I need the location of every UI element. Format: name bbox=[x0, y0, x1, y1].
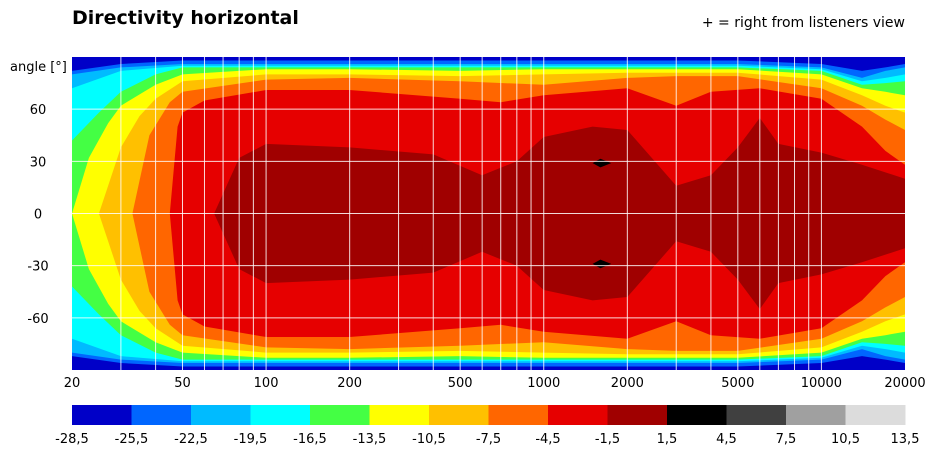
colorbar-swatch bbox=[429, 405, 489, 425]
x-tick-label: 100 bbox=[254, 376, 279, 391]
colorbar-swatch bbox=[310, 405, 370, 425]
colorbar-swatch bbox=[726, 405, 787, 425]
y-tick-label: -30 bbox=[27, 260, 48, 275]
x-tick-label: 10000 bbox=[801, 376, 842, 391]
colorbar-swatch bbox=[607, 405, 668, 425]
colorbar-swatch bbox=[191, 405, 251, 425]
colorbar-swatch bbox=[72, 405, 132, 425]
colorbar-label: -22,5 bbox=[174, 432, 208, 447]
x-tick-label: 50 bbox=[174, 376, 191, 391]
colorbar-label: 4,5 bbox=[716, 432, 737, 447]
colorbar-swatch bbox=[369, 405, 430, 425]
colorbar-label: 13,5 bbox=[891, 432, 920, 447]
colorbar-label: -10,5 bbox=[412, 432, 446, 447]
colorbar-label: -1,5 bbox=[595, 432, 620, 447]
colorbar-label: -13,5 bbox=[353, 432, 387, 447]
x-tick-label: 5000 bbox=[721, 376, 754, 391]
x-tick-label: 1000 bbox=[527, 376, 560, 391]
colorbar-label: -25,5 bbox=[115, 432, 149, 447]
y-tick-label: 60 bbox=[30, 103, 47, 118]
orientation-note: + = right from listeners view bbox=[701, 15, 905, 31]
colorbar-label: -16,5 bbox=[293, 432, 327, 447]
colorbar-swatch bbox=[845, 405, 906, 425]
chart-title: Directivity horizontal bbox=[72, 7, 299, 29]
x-tick-label: 20 bbox=[64, 376, 81, 391]
y-tick-label: 0 bbox=[34, 208, 42, 223]
x-tick-label: 500 bbox=[448, 376, 473, 391]
y-tick-label: -60 bbox=[27, 312, 48, 327]
colorbar-label: 10,5 bbox=[831, 432, 860, 447]
y-tick-label: 30 bbox=[30, 155, 47, 170]
y-axis-label: angle [°] bbox=[10, 60, 67, 75]
colorbar-swatch bbox=[667, 405, 727, 425]
x-tick-label: 20000 bbox=[884, 376, 925, 391]
colorbar-label: -19,5 bbox=[234, 432, 268, 447]
x-tick-label: 200 bbox=[337, 376, 362, 391]
colorbar-label: -7,5 bbox=[476, 432, 501, 447]
colorbar-swatch bbox=[786, 405, 846, 425]
colorbar-swatch bbox=[250, 405, 311, 425]
colorbar-label: 1,5 bbox=[657, 432, 678, 447]
x-tick-label: 2000 bbox=[611, 376, 644, 391]
colorbar-swatch bbox=[131, 405, 192, 425]
colorbar-label: -28,5 bbox=[55, 432, 89, 447]
colorbar-label: -4,5 bbox=[535, 432, 560, 447]
colorbar-label: 7,5 bbox=[776, 432, 797, 447]
colorbar-swatch bbox=[548, 405, 608, 425]
colorbar-swatch bbox=[488, 405, 549, 425]
